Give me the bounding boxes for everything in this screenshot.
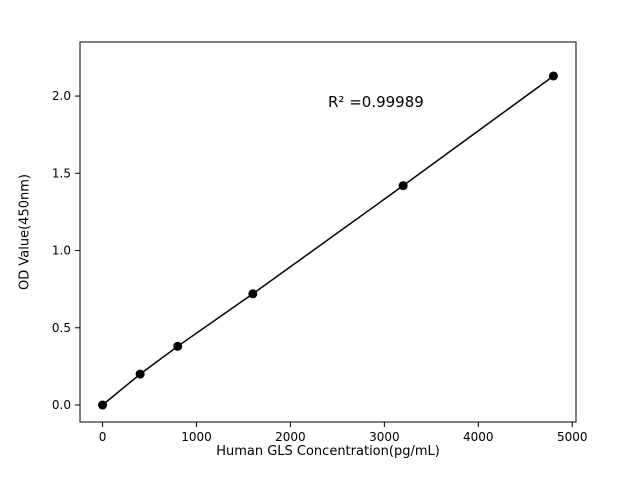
x-tick-label: 0 <box>99 430 107 444</box>
y-tick-label: 0.0 <box>52 398 71 412</box>
x-tick-label: 1000 <box>181 430 212 444</box>
data-point <box>548 71 558 81</box>
y-tick-label: 2.0 <box>52 89 71 103</box>
data-point <box>173 341 183 351</box>
y-tick-label: 1.0 <box>52 244 71 258</box>
data-line <box>102 75 554 406</box>
y-tick-label: 1.5 <box>52 166 71 180</box>
y-axis-label: OD Value(450nm) <box>17 174 33 290</box>
y-tick-label: 0.5 <box>52 321 71 335</box>
data-point <box>248 289 258 299</box>
x-tick-label: 3000 <box>369 430 400 444</box>
x-tick-label: 4000 <box>463 430 494 444</box>
x-tick-label: 5000 <box>557 430 588 444</box>
plot-frame <box>79 41 577 423</box>
r-squared-annotation: R² =0.99989 <box>328 93 424 111</box>
data-point <box>135 369 145 379</box>
data-point <box>98 400 108 410</box>
x-tick-label: 2000 <box>275 430 306 444</box>
data-point <box>398 181 408 191</box>
x-axis-label: Human GLS Concentration(pg/mL) <box>216 444 440 459</box>
